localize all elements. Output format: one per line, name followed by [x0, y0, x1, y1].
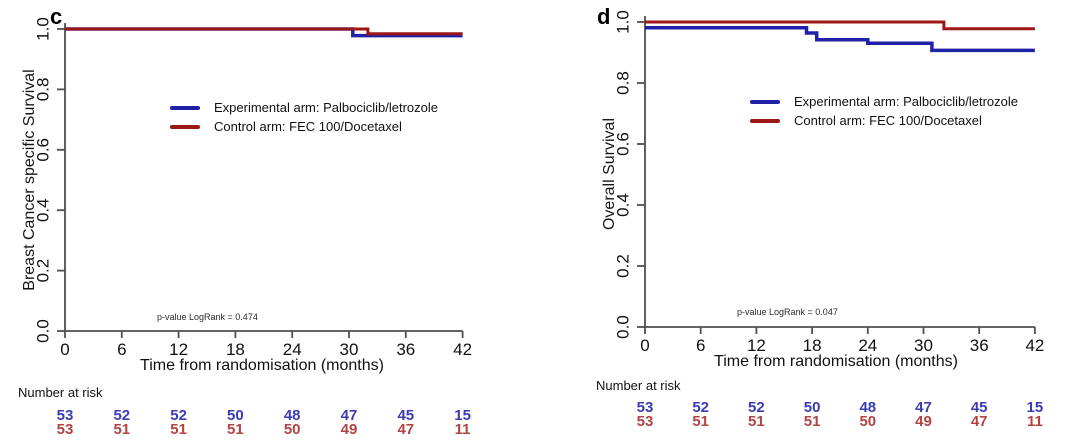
legend: Experimental arm: Palbociclib/letrozole …	[170, 98, 438, 136]
risk-count-experimental: 53	[637, 399, 654, 416]
experimental-line-swatch	[750, 99, 780, 104]
risk-count-control: 50	[284, 421, 301, 438]
risk-count-control: 49	[915, 413, 932, 430]
y-tick-label: 0.2	[614, 254, 633, 278]
legend-item-control: Control arm: FEC 100/Docetaxel	[750, 111, 1018, 130]
pvalue-annotation: p-value LogRank = 0.474	[157, 312, 258, 322]
x-tick-label: 42	[453, 340, 472, 359]
risk-count-experimental: 15	[1027, 399, 1044, 416]
control-line-swatch	[750, 118, 780, 123]
legend: Experimental arm: Palbociclib/letrozole …	[750, 92, 1018, 130]
risk-count-control: 47	[397, 421, 414, 438]
risk-count-experimental: 45	[397, 407, 414, 424]
panel-letter: c	[50, 4, 63, 29]
legend-item-control: Control arm: FEC 100/Docetaxel	[170, 117, 438, 136]
risk-count-experimental: 53	[57, 407, 74, 424]
risk-count-experimental: 48	[859, 399, 876, 416]
risk-count-control: 51	[692, 413, 709, 430]
y-tick-label: 0.8	[614, 71, 633, 95]
legend-item-experimental: Experimental arm: Palbociclib/letrozole	[170, 98, 438, 117]
risk-count-control: 11	[455, 421, 471, 438]
x-tick-label: 24	[283, 340, 302, 359]
y-tick-label: 1.0	[614, 10, 633, 34]
experimental-survival-curve	[645, 26, 1035, 53]
risk-count-control: 51	[170, 421, 187, 438]
axis	[644, 16, 1035, 328]
survival-plot-c: 0 6 12 18 24 30 36 42 1.0 0.8 0.6 0.4 0.2 0.0 53 52 52 50…	[34, 17, 473, 438]
y-tick-label: 0.0	[614, 315, 633, 339]
risk-count-control: 51	[804, 413, 821, 430]
risk-count-experimental: 52	[113, 407, 130, 424]
y-axis-title: Breast Cancer specific Survival	[21, 69, 38, 291]
risk-count-experimental: 52	[170, 407, 187, 424]
x-axis-title: Time from randomisation (months)	[714, 353, 958, 370]
control-survival-curve	[645, 20, 1035, 31]
risk-count-experimental: 50	[804, 399, 821, 416]
y-tick-label: 1.0	[34, 17, 53, 41]
x-axis-title: Time from randomisation (months)	[140, 357, 384, 374]
risk-count-control: 51	[113, 421, 130, 438]
legend-item-experimental: Experimental arm: Palbociclib/letrozole	[750, 92, 1018, 111]
y-tick-label: 0.6	[34, 138, 53, 162]
x-tick-label: 18	[226, 340, 245, 359]
x-tick-label: 0	[60, 340, 69, 359]
x-tick-label: 18	[803, 336, 822, 355]
experimental-line-swatch	[170, 105, 200, 110]
x-tick-label: 30	[340, 340, 359, 359]
survival-plot-d: 0 6 12 18 24 30 36 42 1.0 0.8 0.6 0.4 0.2 0.0 53 52 52 50…	[614, 10, 1045, 430]
risk-count-control: 11	[1027, 413, 1043, 430]
risk-count-experimental: 52	[692, 399, 709, 416]
risk-count-control: 53	[637, 413, 654, 430]
risk-count-experimental: 47	[915, 399, 932, 416]
control-survival-curve	[65, 27, 463, 36]
number-at-risk-label: Number at risk	[18, 385, 103, 400]
x-tick-label: 36	[396, 340, 415, 359]
risk-count-control: 51	[227, 421, 244, 438]
number-at-risk-label: Number at risk	[596, 378, 681, 393]
y-tick-label: 0.8	[34, 78, 53, 102]
y-tick-label: 0.0	[34, 319, 53, 343]
risk-count-control: 47	[971, 413, 988, 430]
x-tick-label: 6	[117, 340, 126, 359]
x-tick-label: 24	[858, 336, 877, 355]
x-tick-label: 12	[747, 336, 766, 355]
legend-label-experimental: Experimental arm: Palbociclib/letrozole	[794, 94, 1018, 109]
risk-count-experimental: 45	[971, 399, 988, 416]
panel-d: 0 6 12 18 24 30 36 42 1.0 0.8 0.6 0.4 0.2 0.0 53 52 52 50…	[540, 0, 1080, 444]
legend-label-control: Control arm: FEC 100/Docetaxel	[214, 119, 402, 134]
y-tick-label: 0.4	[34, 198, 53, 222]
y-axis-title: Overall Survival	[601, 117, 618, 231]
risk-count-experimental: 50	[227, 407, 244, 424]
control-line-swatch	[170, 124, 200, 129]
y-tick-label: 0.6	[614, 132, 633, 156]
x-tick-label: 36	[970, 336, 989, 355]
legend-label-experimental: Experimental arm: Palbociclib/letrozole	[214, 100, 438, 115]
panel-letter: d	[597, 4, 611, 29]
panel-c: 0 6 12 18 24 30 36 42 1.0 0.8 0.6 0.4 0.2 0.0 53 52 52 50…	[18, 4, 473, 439]
risk-count-control: 50	[859, 413, 876, 430]
y-tick-label: 0.4	[614, 193, 633, 217]
risk-count-experimental: 52	[748, 399, 765, 416]
risk-count-control: 49	[341, 421, 358, 438]
x-tick-label: 6	[696, 336, 705, 355]
risk-count-experimental: 48	[284, 407, 301, 424]
risk-count-control: 51	[748, 413, 765, 430]
axis	[64, 23, 463, 332]
x-tick-label: 42	[1025, 336, 1044, 355]
x-tick-label: 30	[914, 336, 933, 355]
pvalue-annotation: p-value LogRank = 0.047	[737, 307, 838, 317]
risk-count-control: 53	[57, 421, 74, 438]
y-tick-label: 0.2	[34, 259, 53, 283]
x-tick-label: 0	[640, 336, 649, 355]
x-tick-label: 12	[169, 340, 188, 359]
legend-label-control: Control arm: FEC 100/Docetaxel	[794, 113, 982, 128]
risk-count-experimental: 15	[454, 407, 471, 424]
risk-count-experimental: 47	[341, 407, 358, 424]
